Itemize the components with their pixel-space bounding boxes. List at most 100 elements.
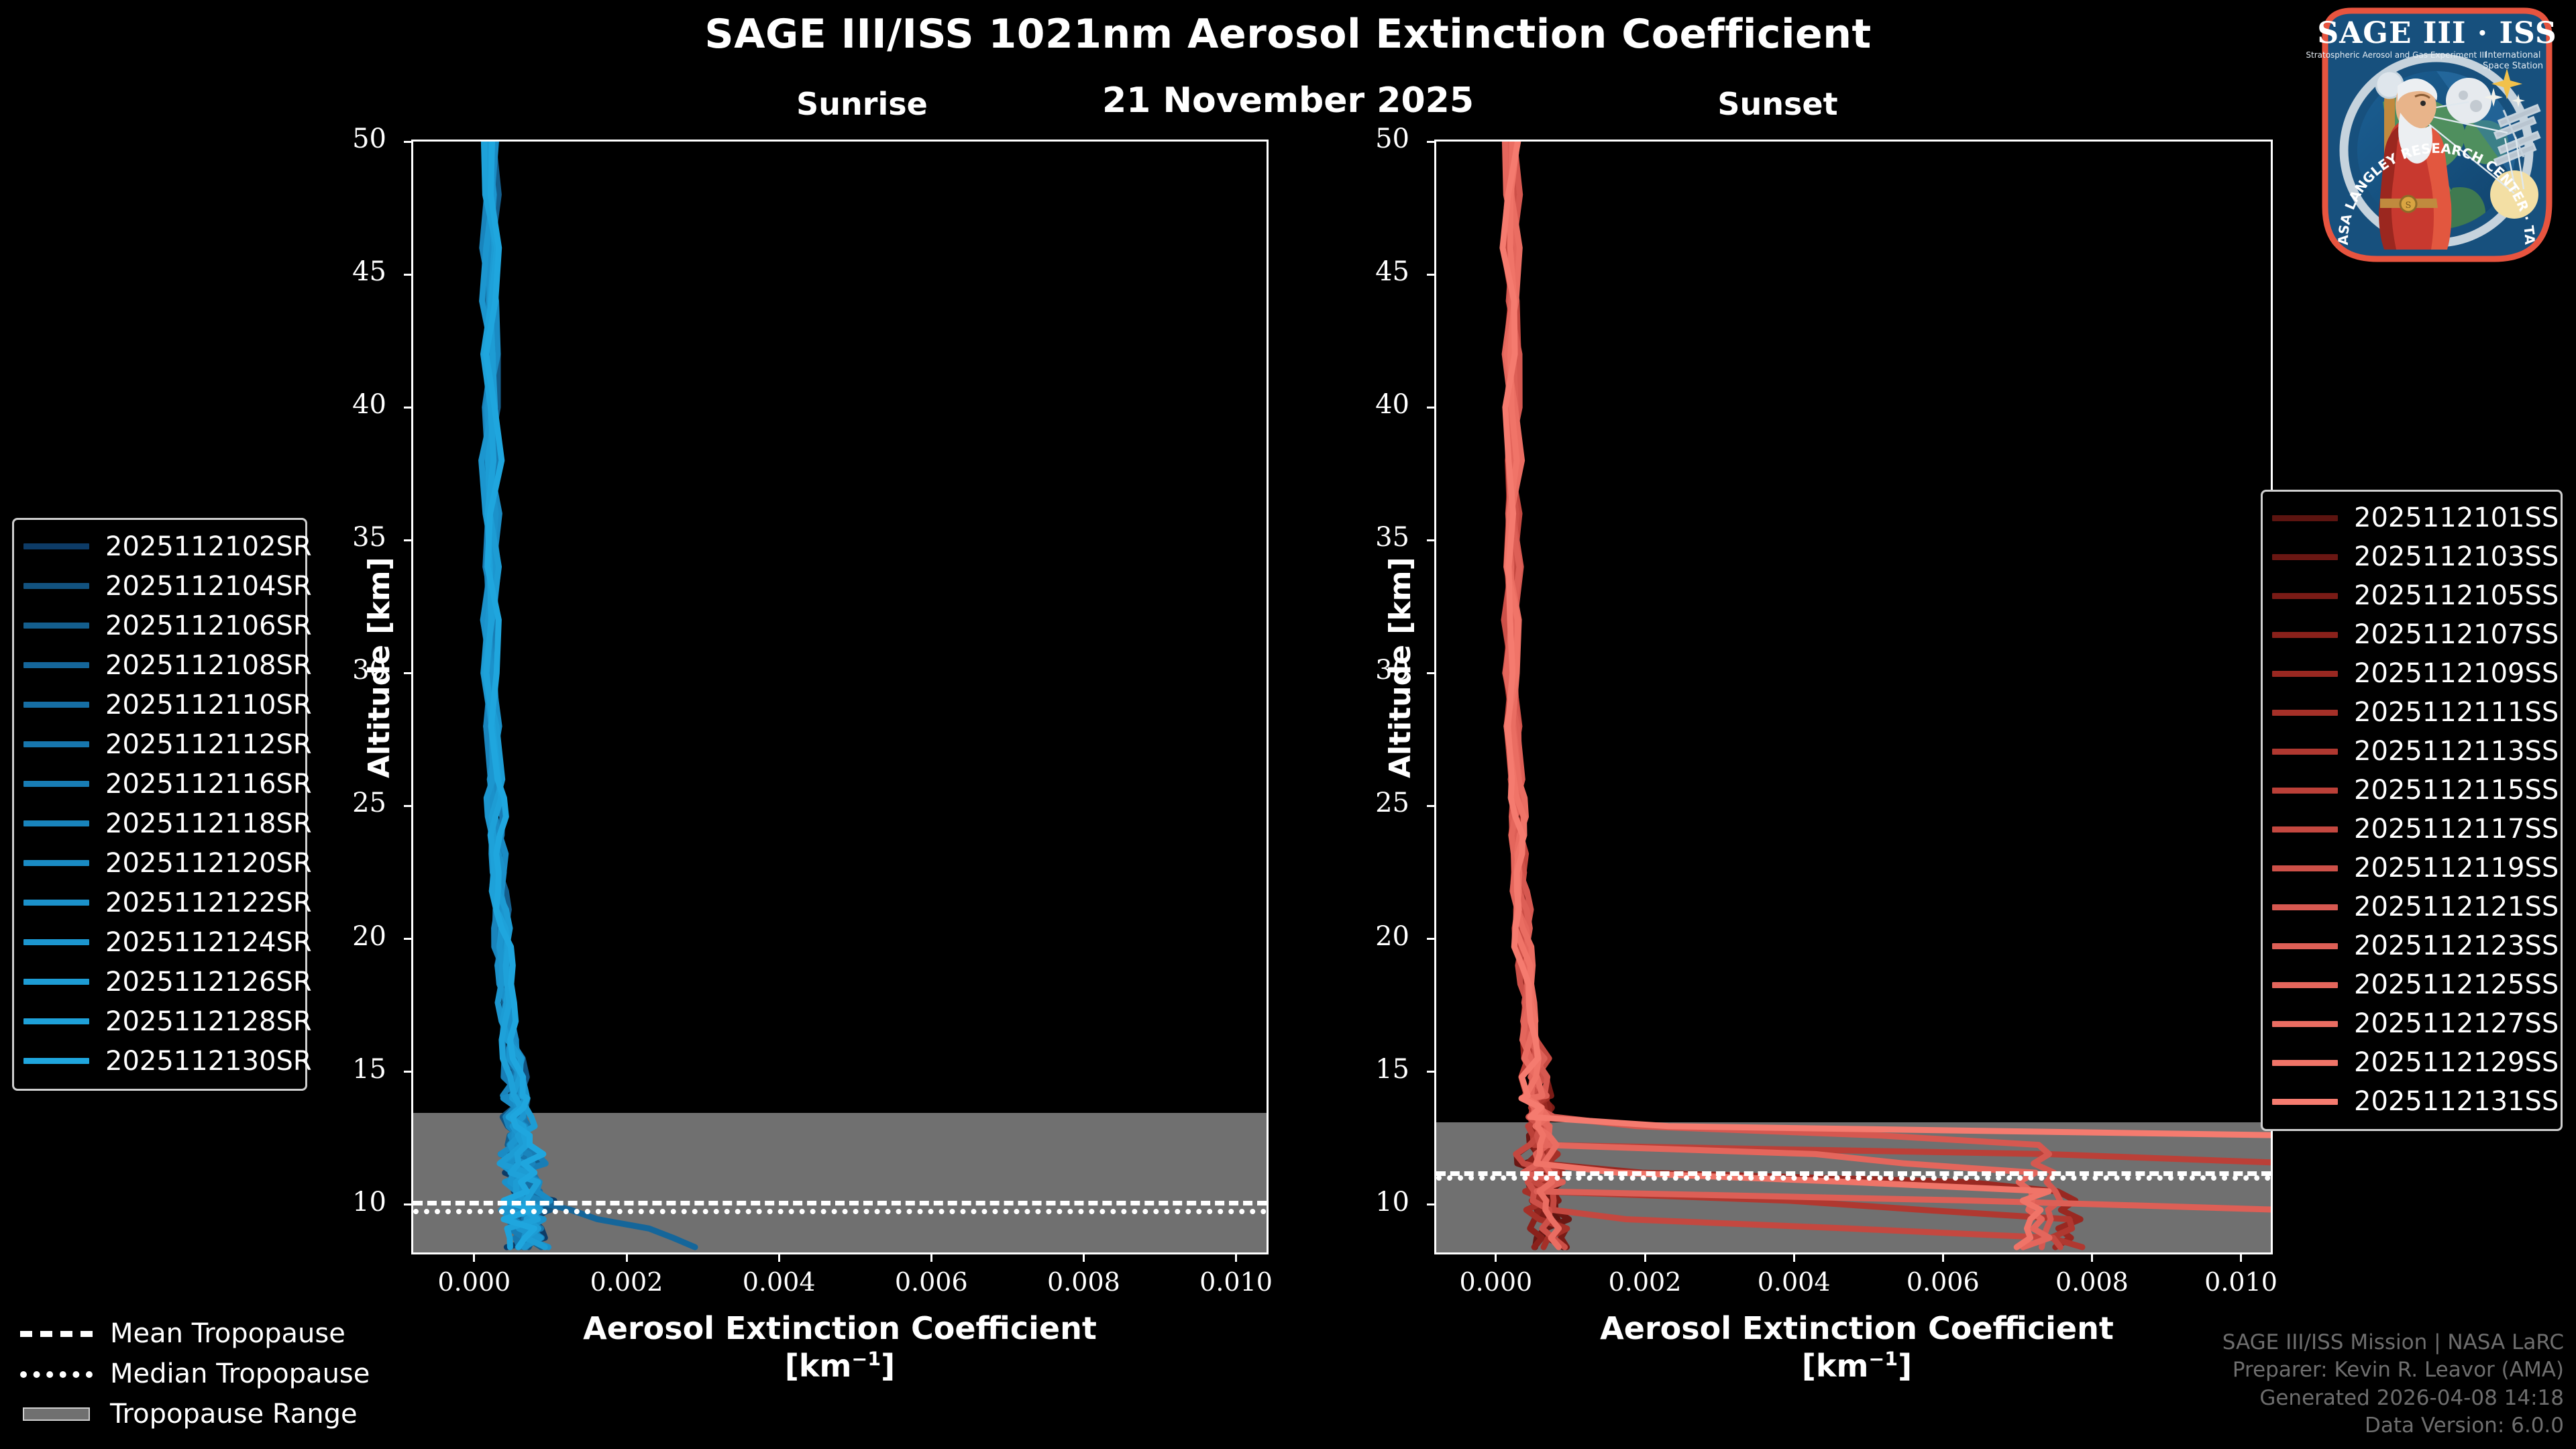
legend-label: 2025112121SS bbox=[2354, 892, 2559, 922]
legend-color-swatch bbox=[2272, 1059, 2338, 1066]
legend-item[interactable]: 2025112117SS bbox=[2272, 810, 2559, 849]
legend-item[interactable]: 2025112115SS bbox=[2272, 771, 2559, 810]
legend-label: 2025112113SS bbox=[2354, 736, 2559, 767]
y-tick-mark bbox=[404, 804, 413, 807]
legend-color-swatch bbox=[23, 662, 89, 668]
y-tick-mark bbox=[1427, 672, 1436, 674]
y-tick-label: 20 bbox=[352, 920, 386, 952]
legend-item[interactable]: 2025112130SR bbox=[23, 1041, 312, 1081]
dashed-line-icon bbox=[20, 1326, 93, 1342]
x-axis-unit-sunrise: [km−1] bbox=[784, 1348, 896, 1385]
x-tick-mark bbox=[2240, 1252, 2243, 1262]
legend-label: 2025112128SR bbox=[105, 1006, 312, 1037]
legend-item[interactable]: 2025112122SR bbox=[23, 883, 312, 922]
x-tick-mark bbox=[473, 1252, 476, 1262]
legend-item[interactable]: 2025112103SS bbox=[2272, 537, 2559, 576]
panel-title-sunset: Sunset bbox=[1717, 86, 1838, 122]
legend-label: 2025112109SS bbox=[2354, 658, 2559, 689]
credits-line-data-version: Data Version: 6.0.0 bbox=[2364, 1413, 2564, 1438]
legend-color-swatch bbox=[23, 979, 89, 985]
x-tick-label: 0.008 bbox=[2055, 1267, 2129, 1297]
legend-color-swatch bbox=[2272, 943, 2338, 949]
x-tick-mark bbox=[1644, 1252, 1646, 1262]
legend-label: 2025112117SS bbox=[2354, 814, 2559, 845]
legend-item[interactable]: 2025112116SR bbox=[23, 764, 312, 804]
legend-item[interactable]: 2025112126SR bbox=[23, 962, 312, 1002]
y-tick-label: 10 bbox=[1375, 1186, 1409, 1218]
legend-item[interactable]: 2025112113SS bbox=[2272, 732, 2559, 771]
x-tick-mark bbox=[930, 1252, 932, 1262]
iss-satellite bbox=[2493, 103, 2541, 167]
legend-label: 2025112111SS bbox=[2354, 697, 2559, 728]
legend-item[interactable]: 2025112120SR bbox=[23, 843, 312, 883]
legend-color-swatch bbox=[23, 623, 89, 629]
legend-item[interactable]: 2025112112SR bbox=[23, 724, 312, 764]
x-tick-mark bbox=[777, 1252, 780, 1262]
y-axis-label-sunset: Altitude [km] bbox=[1383, 557, 1417, 778]
y-tick-label: 45 bbox=[352, 256, 386, 288]
y-tick-mark bbox=[404, 1071, 413, 1073]
plot-area-sunset bbox=[1434, 140, 2273, 1254]
y-tick-label: 45 bbox=[1375, 256, 1409, 288]
mean-tropopause-line-sunset bbox=[1436, 1171, 2271, 1177]
x-axis-unit-sunset: [km−1] bbox=[1801, 1348, 1913, 1385]
legend-sunset[interactable]: 2025112101SS 2025112103SS 2025112105SS 2025… bbox=[2261, 490, 2563, 1131]
legend-item[interactable]: 2025112111SS bbox=[2272, 693, 2559, 732]
legend-color-swatch bbox=[2272, 592, 2338, 599]
legend-color-swatch bbox=[23, 820, 89, 826]
legend-item[interactable]: 2025112104SR bbox=[23, 566, 312, 606]
legend-item[interactable]: 2025112108SR bbox=[23, 645, 312, 685]
y-tick-mark bbox=[1427, 804, 1436, 807]
legend-item[interactable]: 2025112128SR bbox=[23, 1002, 312, 1041]
y-tick-mark bbox=[1427, 539, 1436, 541]
legend-item-median-tropopause[interactable]: Median Tropopause bbox=[20, 1354, 449, 1394]
profile-line bbox=[1505, 142, 2063, 1250]
legend-item[interactable]: 2025112119SS bbox=[2272, 849, 2559, 888]
legend-item[interactable]: 2025112101SS bbox=[2272, 498, 2559, 537]
legend-item[interactable]: 2025112102SR bbox=[23, 527, 312, 566]
profile-line bbox=[1503, 142, 2052, 1250]
legend-label: 2025112105SS bbox=[2354, 580, 2559, 611]
sight-lines bbox=[2420, 101, 2525, 194]
legend-color-swatch bbox=[2272, 981, 2338, 988]
legend-color-swatch bbox=[2272, 865, 2338, 871]
legend-item[interactable]: 2025112110SR bbox=[23, 685, 312, 724]
legend-item[interactable]: 2025112123SS bbox=[2272, 926, 2559, 965]
y-tick-label: 40 bbox=[352, 389, 386, 421]
legend-item[interactable]: 2025112105SS bbox=[2272, 576, 2559, 615]
legend-item[interactable]: 2025112106SR bbox=[23, 606, 312, 645]
page-title: SAGE III/ISS 1021nm Aerosol Extinction C… bbox=[704, 11, 1872, 58]
legend-item[interactable]: 2025112121SS bbox=[2272, 888, 2559, 926]
legend-item-mean-tropopause[interactable]: Mean Tropopause bbox=[20, 1313, 449, 1354]
legend-item[interactable]: 2025112107SS bbox=[2272, 615, 2559, 654]
legend-item[interactable]: 2025112118SR bbox=[23, 804, 312, 843]
mean-tropopause-line-sunrise bbox=[413, 1200, 1267, 1205]
legend-color-swatch bbox=[2272, 709, 2338, 716]
y-tick-mark bbox=[1427, 938, 1436, 941]
legend-item[interactable]: 2025112131SS bbox=[2272, 1082, 2559, 1121]
legend-item[interactable]: 2025112125SS bbox=[2272, 965, 2559, 1004]
legend-label-mean-tropopause: Mean Tropopause bbox=[110, 1318, 345, 1349]
legend-item[interactable]: 2025112109SS bbox=[2272, 654, 2559, 693]
y-tick-mark bbox=[1427, 1203, 1436, 1206]
date-subtitle: 21 November 2025 bbox=[1102, 80, 1474, 121]
legend-item-tropopause-range[interactable]: Tropopause Range bbox=[20, 1394, 449, 1434]
y-axis-label-sunrise: Altitude [km] bbox=[362, 557, 396, 778]
x-tick-label: 0.000 bbox=[1459, 1267, 1533, 1297]
legend-item[interactable]: 2025112129SS bbox=[2272, 1043, 2559, 1082]
y-tick-mark bbox=[1427, 140, 1436, 143]
tropopause-range-band-sunrise bbox=[413, 1113, 1267, 1252]
legend-item[interactable]: 2025112124SR bbox=[23, 922, 312, 962]
legend-tropopause[interactable]: Mean Tropopause Median Tropopause Tropop… bbox=[20, 1313, 449, 1434]
profile-line bbox=[483, 142, 547, 1250]
legend-label: 2025112107SS bbox=[2354, 619, 2559, 650]
y-tick-label: 30 bbox=[1375, 655, 1409, 686]
legend-sunrise[interactable]: 2025112102SR 2025112104SR 2025112106SR 2025… bbox=[12, 518, 312, 1091]
x-axis-label-sunrise: Aerosol Extinction Coefficient [km−1] bbox=[437, 1309, 1242, 1385]
y-tick-label: 15 bbox=[1375, 1053, 1409, 1085]
legend-label: 2025112112SR bbox=[105, 729, 312, 760]
legend-label: 2025112101SS bbox=[2354, 502, 2559, 533]
legend-color-swatch bbox=[2272, 748, 2338, 755]
legend-item[interactable]: 2025112127SS bbox=[2272, 1004, 2559, 1043]
legend-label: 2025112116SR bbox=[105, 768, 312, 800]
